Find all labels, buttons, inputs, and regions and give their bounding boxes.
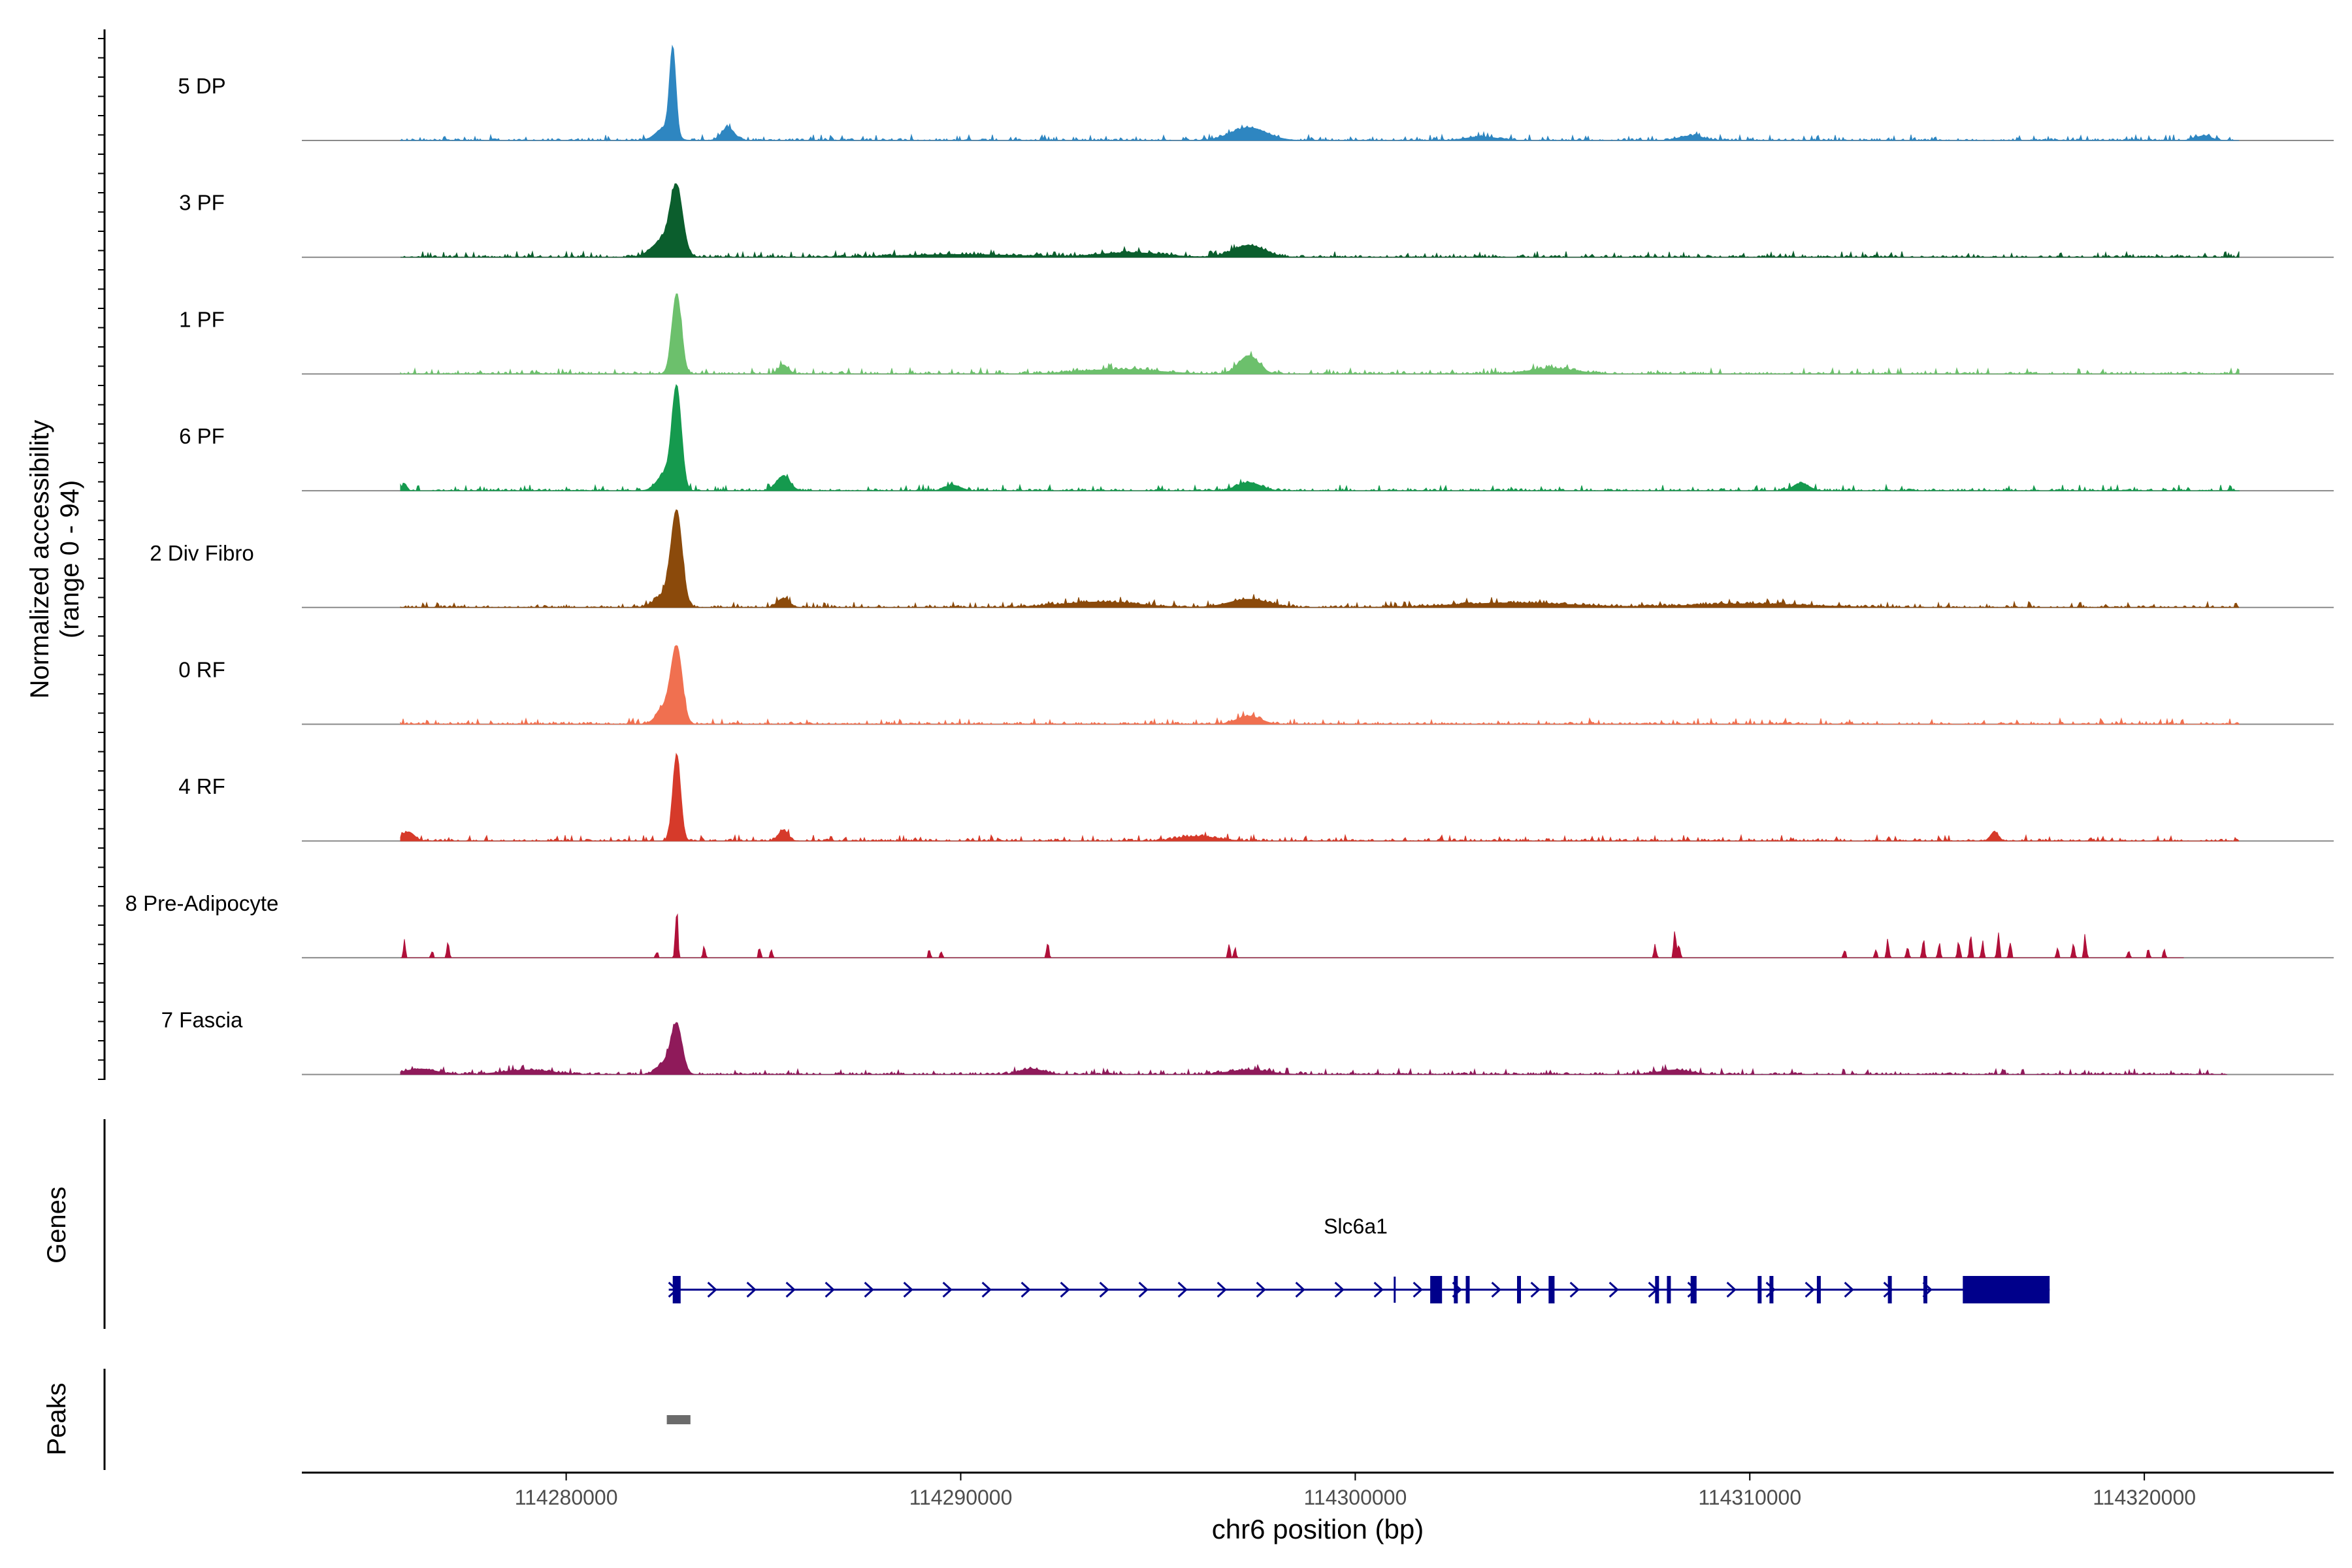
coverage-track: 3 PF xyxy=(179,183,2334,259)
gene-strand-arrow xyxy=(1256,1281,1266,1298)
x-axis-tick-label: 114300000 xyxy=(1303,1486,1407,1509)
gene-exon xyxy=(1887,1276,1892,1303)
peak-track xyxy=(666,1415,691,1424)
gene-strand-arrow xyxy=(1413,1281,1423,1298)
gene-strand-arrow xyxy=(981,1281,992,1298)
gene-strand-arrow xyxy=(1883,1281,1893,1298)
x-axis-tick-label: 114280000 xyxy=(515,1486,618,1509)
track-signal-area xyxy=(400,183,2240,259)
gene-exon xyxy=(1816,1276,1821,1303)
gene-exon xyxy=(1690,1276,1697,1303)
track-signal-area xyxy=(400,753,2240,842)
gene-exon xyxy=(1963,1276,2050,1303)
track-label: 4 RF xyxy=(178,774,225,798)
gene-strand-arrow xyxy=(1295,1281,1305,1298)
gene-strand-arrow xyxy=(1609,1281,1619,1298)
peaks-panel-label: Peaks xyxy=(42,1382,71,1455)
track-label: 7 Fascia xyxy=(161,1008,243,1032)
gene-exon xyxy=(1757,1276,1762,1303)
gene-strand-arrow xyxy=(1569,1281,1580,1298)
track-signal-area xyxy=(400,1022,2227,1075)
gene-strand-arrow xyxy=(1217,1281,1227,1298)
gene-strand-arrow xyxy=(1099,1281,1109,1298)
track-signal-area xyxy=(400,509,2240,609)
gene-exon xyxy=(1769,1276,1774,1303)
x-axis-tick-label: 114320000 xyxy=(2093,1486,2196,1509)
x-axis-title: chr6 position (bp) xyxy=(1212,1514,1424,1544)
gene-exon xyxy=(1667,1276,1671,1303)
track-signal-area xyxy=(400,384,2240,492)
track-signal-area xyxy=(400,645,2240,726)
gene-exon xyxy=(1517,1276,1521,1303)
gene-strand-arrow xyxy=(1021,1281,1031,1298)
gene-strand-arrow xyxy=(903,1281,913,1298)
track-label: 0 RF xyxy=(178,658,225,682)
gene-strand-arrow xyxy=(1805,1281,1815,1298)
gene-exon xyxy=(672,1276,681,1303)
coverage-track: 0 RF xyxy=(178,645,2334,726)
coverage-track: 6 PF xyxy=(179,384,2334,492)
gene-strand-arrow xyxy=(1491,1281,1501,1298)
gene-exon xyxy=(1454,1276,1458,1303)
x-axis-ticks: 114280000 114290000 114300000 114310000 1143… xyxy=(515,1473,2196,1509)
gene-strand-arrow xyxy=(1177,1281,1188,1298)
coverage-track: 7 Fascia xyxy=(161,1008,2334,1075)
gene-exon xyxy=(1465,1276,1470,1303)
coverage-track: 1 PF xyxy=(179,293,2334,375)
coverage-track: 4 RF xyxy=(178,753,2334,842)
y-axis-title: Normalized accessibility (range 0 - 94) xyxy=(25,420,84,699)
x-axis-tick-label: 114290000 xyxy=(909,1486,1013,1509)
track-signal-area xyxy=(399,44,2240,142)
coverage-y-axis-ticks xyxy=(98,38,105,1080)
coverage-tracks: 5 DP 3 PF 1 PF 6 PF 2 Div Fibro 0 RF 4 RF 8 Pre… xyxy=(125,44,2334,1075)
gene-strand-arrow xyxy=(746,1281,757,1298)
y-axis-label-line2: (range 0 - 94) xyxy=(56,480,84,638)
track-label: 8 Pre-Adipocyte xyxy=(125,891,279,915)
gene-strand-arrow xyxy=(1726,1281,1737,1298)
coverage-track: 2 Div Fibro xyxy=(150,509,2334,609)
gene-strand-arrow xyxy=(1334,1281,1345,1298)
coverage-track: 5 DP xyxy=(178,44,2334,142)
gene-track: Slc6a1 xyxy=(668,1215,2050,1303)
genes-panel-label: Genes xyxy=(42,1186,71,1264)
track-signal-area xyxy=(400,913,2184,959)
gene-exon xyxy=(1923,1276,1927,1303)
gene-strand-arrow xyxy=(864,1281,874,1298)
gene-strand-arrow xyxy=(707,1281,717,1298)
y-axis-label-line1: Normalized accessibility xyxy=(25,420,54,699)
gene-strand-arrow xyxy=(942,1281,953,1298)
gene-name-label: Slc6a1 xyxy=(1324,1215,1388,1238)
track-label: 2 Div Fibro xyxy=(150,541,254,565)
gene-strand-arrow xyxy=(1060,1281,1070,1298)
coverage-track: 8 Pre-Adipocyte xyxy=(125,891,2334,959)
gene-strand-arrow xyxy=(1765,1281,1776,1298)
gene-strand-arrow xyxy=(1844,1281,1854,1298)
gene-strand-arrow xyxy=(1530,1281,1541,1298)
track-label: 5 DP xyxy=(178,74,225,98)
gene-strand-arrow xyxy=(1373,1281,1384,1298)
gene-exon xyxy=(1655,1276,1659,1303)
track-label: 3 PF xyxy=(179,191,225,215)
gene-strand-arrow xyxy=(825,1281,835,1298)
gene-strand-arrow xyxy=(1138,1281,1149,1298)
x-axis-tick-label: 114310000 xyxy=(1698,1486,1801,1509)
peak-region xyxy=(666,1415,691,1424)
gene-exon xyxy=(1548,1276,1555,1303)
gene-strand-arrow xyxy=(785,1281,796,1298)
track-label: 1 PF xyxy=(179,307,225,331)
track-label: 6 PF xyxy=(179,424,225,448)
track-signal-area xyxy=(400,293,2240,375)
gene-exon xyxy=(1430,1276,1443,1303)
